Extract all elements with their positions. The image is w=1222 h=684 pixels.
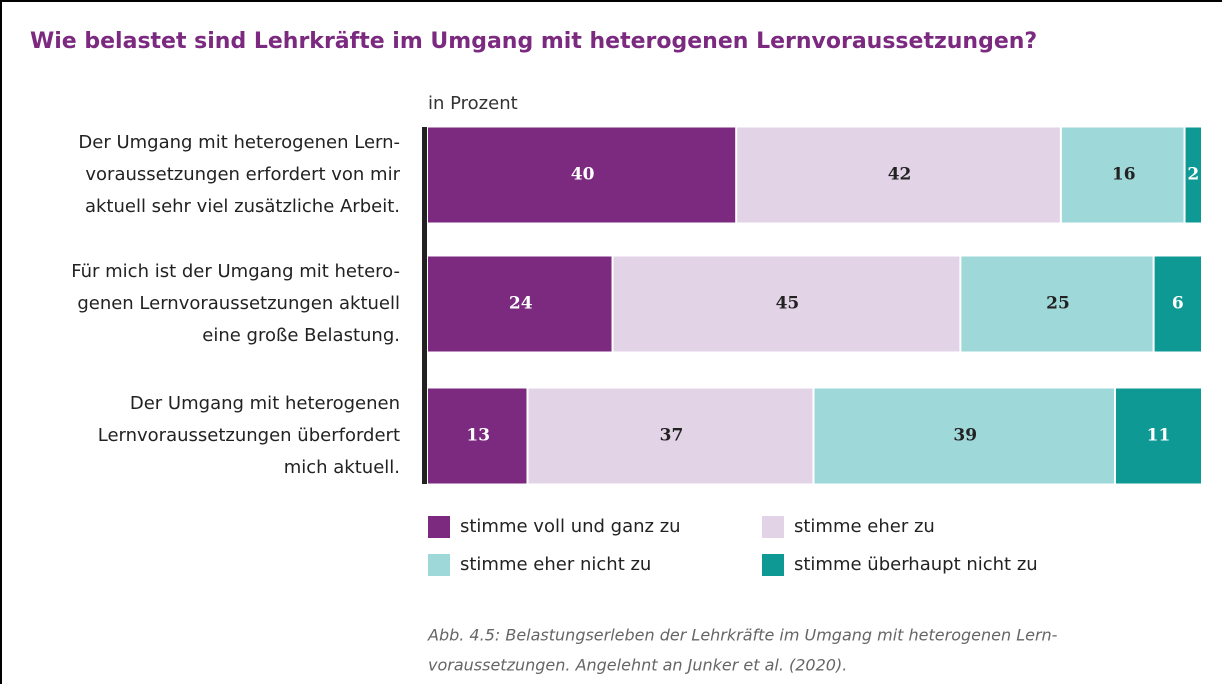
bar-segment xyxy=(613,256,960,352)
value-label: 45 xyxy=(776,294,800,314)
legend-label: stimme überhaupt nicht zu xyxy=(794,554,1038,575)
legend-swatch xyxy=(428,554,450,576)
value-label: 6 xyxy=(1172,294,1184,314)
axis-line xyxy=(422,127,427,484)
category-label: mich aktuell. xyxy=(284,457,400,478)
bar-segment xyxy=(814,388,1114,484)
category-label: aktuell sehr viel zusätzliche Arbeit. xyxy=(85,196,400,217)
category-label: voraussetzungen erfordert von mir xyxy=(85,164,400,185)
category-label: Für mich ist der Umgang mit hetero- xyxy=(71,261,400,282)
value-label: 11 xyxy=(1147,426,1171,446)
category-label: Der Umgang mit heterogenen Lern- xyxy=(78,132,400,153)
value-label: 40 xyxy=(571,165,595,185)
category-label: eine große Belastung. xyxy=(202,325,400,346)
value-label: 42 xyxy=(888,165,912,185)
bar-segment xyxy=(428,388,527,484)
legend-swatch xyxy=(428,516,450,538)
bar-segment xyxy=(428,256,612,352)
bar-segment xyxy=(1185,127,1201,223)
bar-segment xyxy=(961,256,1153,352)
legend-swatch xyxy=(762,554,784,576)
category-label: Der Umgang mit heterogenen xyxy=(130,393,400,414)
bar-segment xyxy=(737,127,1060,223)
bar-segment xyxy=(528,388,813,484)
value-label: 16 xyxy=(1112,165,1136,185)
legend-label: stimme voll und ganz zu xyxy=(460,516,681,537)
legend-label: stimme eher zu xyxy=(794,516,935,537)
caption: Abb. 4.5: Belastungserleben der Lehrkräf… xyxy=(427,626,1058,645)
value-label: 39 xyxy=(953,426,977,446)
caption: voraussetzungen. Angelehnt an Junker et … xyxy=(428,656,847,675)
value-label: 24 xyxy=(509,294,533,314)
chart-title: Wie belastet sind Lehrkräfte im Umgang m… xyxy=(30,29,1037,54)
subtitle: in Prozent xyxy=(428,93,518,114)
value-label: 37 xyxy=(660,426,684,446)
legend-swatch xyxy=(762,516,784,538)
value-label: 25 xyxy=(1046,294,1070,314)
bar-segment xyxy=(1154,256,1201,352)
category-label: Lernvoraussetzungen überfordert xyxy=(98,425,400,446)
legend-label: stimme eher nicht zu xyxy=(460,554,651,575)
category-label: genen Lernvoraussetzungen aktuell xyxy=(77,293,400,314)
value-label: 13 xyxy=(466,426,490,446)
bar-segment xyxy=(428,127,736,223)
value-label: 2 xyxy=(1187,165,1199,185)
bar-segment xyxy=(1061,127,1184,223)
bar-segment xyxy=(1115,388,1201,484)
